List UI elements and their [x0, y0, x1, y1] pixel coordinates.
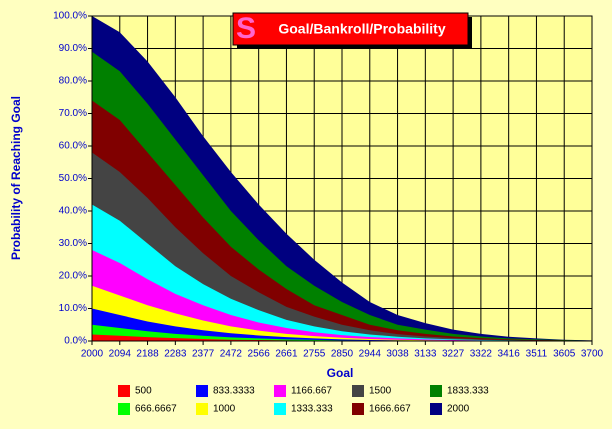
x-tick-label: 2377 — [192, 349, 215, 360]
x-tick-label: 3133 — [414, 349, 437, 360]
y-tick-label: 10.0% — [59, 303, 87, 314]
x-tick-label: 2566 — [248, 349, 271, 360]
legend-label: 1000 — [213, 404, 236, 415]
y-tick-label: 100.0% — [53, 11, 87, 22]
area — [92, 308, 592, 341]
title-box — [232, 12, 469, 46]
area — [92, 334, 592, 341]
x-tick-label: 2094 — [109, 349, 132, 360]
y-tick-label: 60.0% — [59, 141, 87, 152]
x-axis-title: Goal — [327, 366, 354, 380]
area — [92, 324, 592, 341]
y-tick-label: 80.0% — [59, 76, 87, 87]
legend-swatch — [196, 385, 208, 397]
area — [92, 285, 592, 341]
legend-label: 1333.333 — [291, 404, 333, 415]
x-tick-label: 3322 — [470, 349, 493, 360]
x-tick-label: 2283 — [164, 349, 187, 360]
legend-label: 2000 — [447, 404, 470, 415]
legend-swatch — [430, 403, 442, 415]
legend-swatch — [274, 385, 286, 397]
area — [92, 250, 592, 341]
y-tick-label: 50.0% — [59, 173, 87, 184]
y-tick-label: 0.0% — [64, 336, 87, 347]
chart-title: Goal/Bankroll/Probability — [278, 21, 445, 37]
x-tick-label: 2000 — [81, 349, 104, 360]
legend-label: 1500 — [369, 386, 392, 397]
legend-swatch — [352, 385, 364, 397]
y-tick-label: 30.0% — [59, 238, 87, 249]
legend-label: 666.6667 — [135, 404, 177, 415]
legend-swatch — [196, 403, 208, 415]
x-tick-label: 3511 — [526, 349, 548, 360]
y-tick-label: 70.0% — [59, 108, 87, 119]
legend-label: 1666.667 — [369, 404, 411, 415]
x-tick-label: 3605 — [553, 349, 576, 360]
legend-swatch — [118, 403, 130, 415]
y-tick-label: 20.0% — [59, 271, 87, 282]
y-tick-label: 90.0% — [59, 43, 87, 54]
legend-swatch — [430, 385, 442, 397]
y-axis-title: Probability of Reaching Goal — [9, 96, 23, 260]
legend-label: 500 — [135, 386, 152, 397]
plot — [91, 15, 593, 342]
x-tick-label: 3038 — [386, 349, 409, 360]
legend-label: 1166.667 — [291, 386, 332, 397]
x-tick-label: 2188 — [136, 349, 159, 360]
x-tick-label: 2661 — [275, 349, 298, 360]
legend-label: 1833.333 — [447, 386, 489, 397]
area — [92, 204, 592, 341]
x-tick-label: 2944 — [359, 349, 382, 360]
x-tick-label: 2472 — [220, 349, 243, 360]
x-tick-label: 2850 — [331, 349, 354, 360]
x-tick-label: 3700 — [581, 349, 604, 360]
x-tick-label: 3227 — [442, 349, 465, 360]
y-tick-label: 40.0% — [59, 206, 87, 217]
legend-label: 833.3333 — [213, 386, 255, 397]
x-tick-label: 3416 — [498, 349, 521, 360]
title-icon: S — [236, 12, 256, 45]
legend-swatch — [274, 403, 286, 415]
legend-swatch — [352, 403, 364, 415]
legend-swatch — [118, 385, 130, 397]
x-tick-label: 2755 — [303, 349, 326, 360]
